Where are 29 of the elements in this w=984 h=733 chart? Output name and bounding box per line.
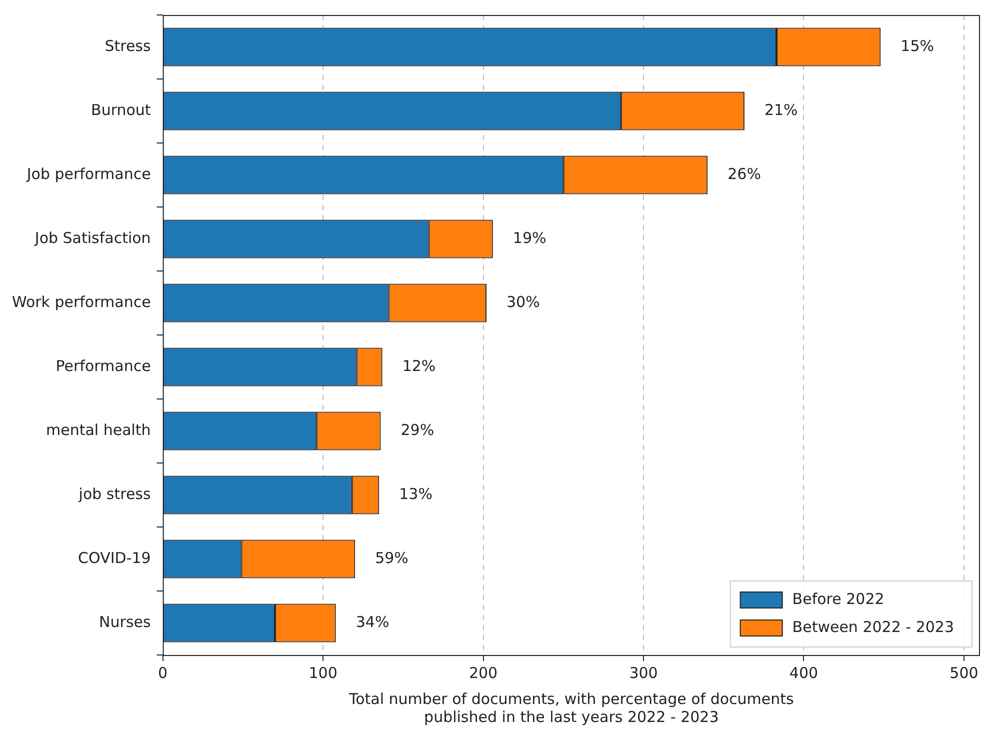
- y-tick-label: Performance: [56, 356, 151, 375]
- annotation: 13%: [399, 484, 432, 503]
- y-tick-label: job stress: [78, 484, 151, 503]
- y-tick-label: Burnout: [91, 100, 151, 119]
- y-tick-label: Nurses: [99, 612, 151, 631]
- annotation: 26%: [728, 164, 761, 183]
- y-tick-label: mental health: [46, 420, 151, 439]
- annotation: 29%: [400, 420, 434, 439]
- annotation: 34%: [356, 612, 390, 631]
- y-tick-label: Work performance: [12, 292, 151, 311]
- legend-label: Before 2022: [792, 590, 884, 608]
- y-tick-label: COVID-19: [78, 548, 151, 567]
- x-tick-label: 200: [468, 664, 498, 682]
- annotation: 19%: [512, 228, 546, 247]
- y-tick-label: Job Satisfaction: [34, 228, 151, 247]
- x-tick-label: 500: [950, 664, 978, 682]
- x-axis-title: Total number of documents, with percentage of documents published in the last years 2022 - 2023: [348, 690, 794, 726]
- annotation: 21%: [764, 100, 798, 119]
- annotation: 59%: [375, 548, 408, 567]
- x-tick-label: 0: [158, 664, 168, 682]
- x-tick-label: 400: [789, 664, 818, 682]
- annotation: 12%: [402, 356, 436, 375]
- annotation: 30%: [506, 292, 540, 311]
- legend-label: Between 2022 - 2023: [792, 618, 954, 636]
- y-tick-label: Job performance: [26, 164, 151, 183]
- y-tick-label: Stress: [104, 36, 151, 55]
- x-tick-label: 300: [629, 664, 658, 682]
- annotation: 15%: [900, 36, 934, 55]
- x-tick-label: 100: [308, 664, 338, 682]
